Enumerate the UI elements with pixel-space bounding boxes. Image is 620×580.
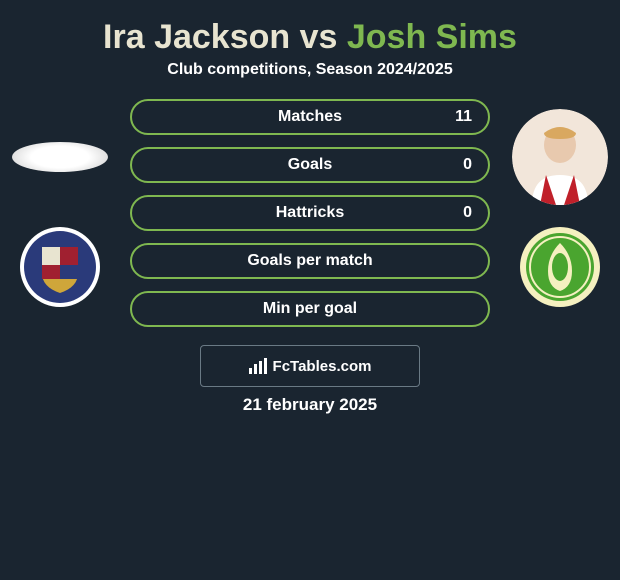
club-crest-icon	[518, 225, 602, 309]
player2-club-badge	[518, 225, 602, 309]
page-title: Ira Jackson vs Josh Sims	[0, 18, 620, 57]
subtitle: Club competitions, Season 2024/2025	[0, 61, 620, 79]
shield-icon	[18, 225, 102, 309]
bars-icon	[249, 358, 267, 374]
player1-photo	[12, 109, 108, 205]
vs-text: vs	[290, 18, 347, 56]
comparison-card: Ira Jackson vs Josh Sims Club competitio…	[0, 0, 620, 425]
stat-value: 0	[463, 204, 472, 222]
player1-club-badge	[18, 225, 102, 309]
main-row: Matches 11 Goals 0 Hattricks 0 Goals per match…	[0, 99, 620, 327]
stat-label: Hattricks	[276, 204, 344, 222]
stat-value: 11	[455, 108, 472, 126]
player2-photo	[512, 109, 608, 205]
player1-name: Ira Jackson	[103, 18, 290, 56]
stat-bar: Hattricks 0	[130, 195, 490, 231]
stat-label: Matches	[278, 108, 342, 126]
player1-silhouette	[12, 142, 108, 172]
player2-silhouette	[512, 109, 608, 205]
stat-label: Goals	[288, 156, 332, 174]
left-column	[0, 99, 120, 309]
stats-column: Matches 11 Goals 0 Hattricks 0 Goals per match…	[120, 99, 500, 327]
right-column	[500, 99, 620, 309]
stat-label: Goals per match	[247, 252, 372, 270]
watermark: FcTables.com	[200, 345, 420, 387]
stat-bar: Min per goal	[130, 291, 490, 327]
stat-bar: Goals 0	[130, 147, 490, 183]
stat-value: 0	[463, 156, 472, 174]
player2-name: Josh Sims	[347, 18, 517, 56]
stat-bar: Goals per match	[130, 243, 490, 279]
stat-bar: Matches 11	[130, 99, 490, 135]
watermark-text: FcTables.com	[273, 358, 372, 375]
date-text: 21 february 2025	[0, 395, 620, 415]
stat-label: Min per goal	[263, 300, 357, 318]
